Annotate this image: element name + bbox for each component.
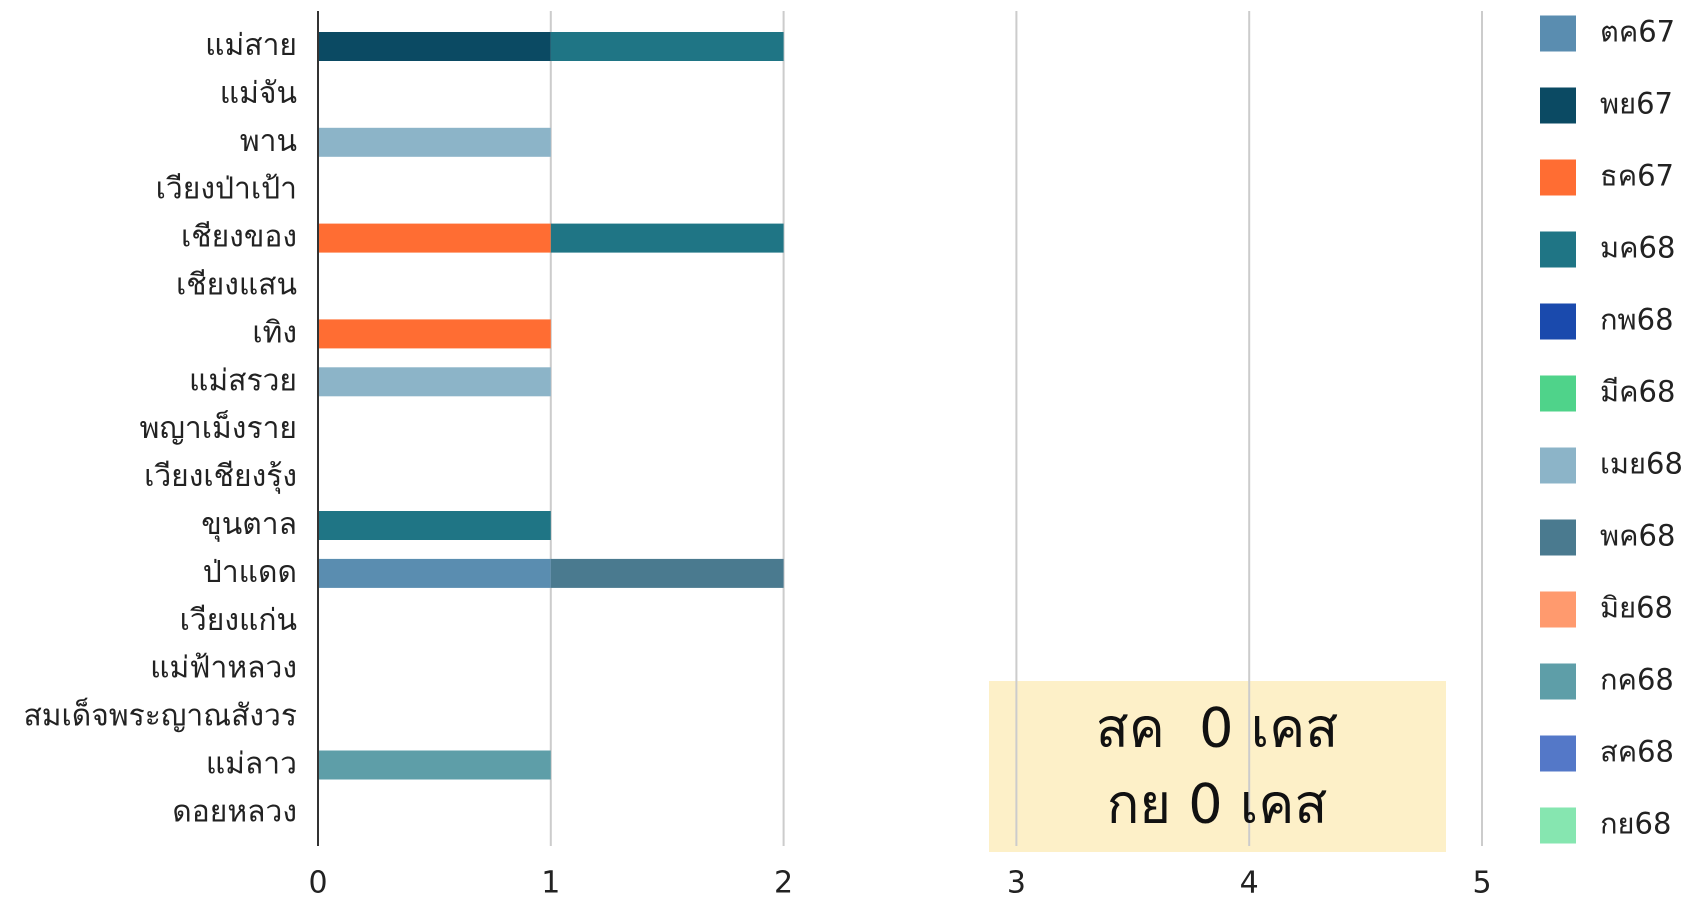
x-tick-label: 2 — [774, 866, 793, 901]
legend-label: มิย68 — [1600, 591, 1673, 625]
legend-label: มค68 — [1600, 231, 1675, 265]
legend-label: สค68 — [1600, 735, 1674, 769]
x-tick-label: 4 — [1240, 866, 1259, 901]
category-label: แม่สรวย — [189, 363, 297, 398]
category-label: แม่สาย — [205, 28, 297, 63]
bar — [318, 319, 551, 349]
category-label: เทิง — [252, 315, 297, 350]
legend-swatch — [1540, 519, 1576, 556]
category-label: แม่ฟ้าหลวง — [150, 651, 297, 686]
category-label: เวียงป่าเป้า — [156, 172, 297, 207]
category-label: แม่จัน — [220, 76, 297, 111]
legend-swatch — [1540, 591, 1576, 628]
bar — [318, 32, 551, 61]
bar — [318, 367, 551, 397]
category-label: เชียงของ — [181, 220, 297, 255]
legend-label: พย67 — [1600, 87, 1673, 121]
legend-swatch — [1540, 87, 1576, 124]
legend-label: ธค67 — [1600, 159, 1674, 193]
legend-label: กพ68 — [1600, 303, 1674, 337]
x-tick-label: 0 — [308, 866, 327, 901]
category-label: ดอยหลวง — [172, 794, 297, 829]
legend-swatch — [1540, 375, 1576, 412]
legend-label: ตค67 — [1600, 15, 1675, 49]
legend-label: กย68 — [1600, 807, 1671, 841]
category-label: เวียงแก่น — [180, 603, 297, 638]
bar — [550, 32, 784, 61]
legend-swatch — [1540, 807, 1576, 844]
category-label: พาน — [240, 124, 297, 159]
legend-label: กค68 — [1600, 663, 1674, 697]
bar — [318, 511, 551, 540]
category-label: ขุนตาล — [201, 507, 297, 543]
category-label: เวียงเชียงรุ้ง — [144, 459, 297, 495]
bar — [550, 558, 784, 588]
legend-label: มีค68 — [1600, 375, 1675, 409]
legend-label: พค68 — [1600, 519, 1675, 553]
annotation: สค 0 เคส — [1096, 697, 1338, 760]
legend-swatch — [1540, 15, 1576, 52]
x-tick-label: 1 — [541, 866, 560, 901]
bar — [318, 127, 551, 157]
legend-swatch — [1540, 735, 1576, 772]
category-label: แม่ลาว — [206, 747, 297, 782]
bar — [318, 223, 551, 253]
legend-label: เมย68 — [1600, 447, 1683, 481]
category-label: เชียงแสน — [176, 268, 297, 303]
annotation: กย 0 เคส — [1107, 773, 1328, 836]
bar — [318, 558, 551, 588]
category-label: สมเด็จพระญาณสังวร — [23, 697, 297, 734]
legend-swatch — [1540, 663, 1576, 700]
category-label: ป่าแดด — [203, 555, 297, 590]
bar — [550, 223, 784, 253]
legend-swatch — [1540, 159, 1576, 196]
category-label: พญาเม็งราย — [140, 409, 297, 446]
x-tick-label: 3 — [1007, 866, 1026, 901]
bar — [318, 750, 551, 780]
x-tick-label: 5 — [1472, 866, 1491, 901]
legend-swatch — [1540, 447, 1576, 484]
legend-swatch — [1540, 303, 1576, 340]
annotation-box — [989, 681, 1446, 852]
legend-swatch — [1540, 231, 1576, 268]
